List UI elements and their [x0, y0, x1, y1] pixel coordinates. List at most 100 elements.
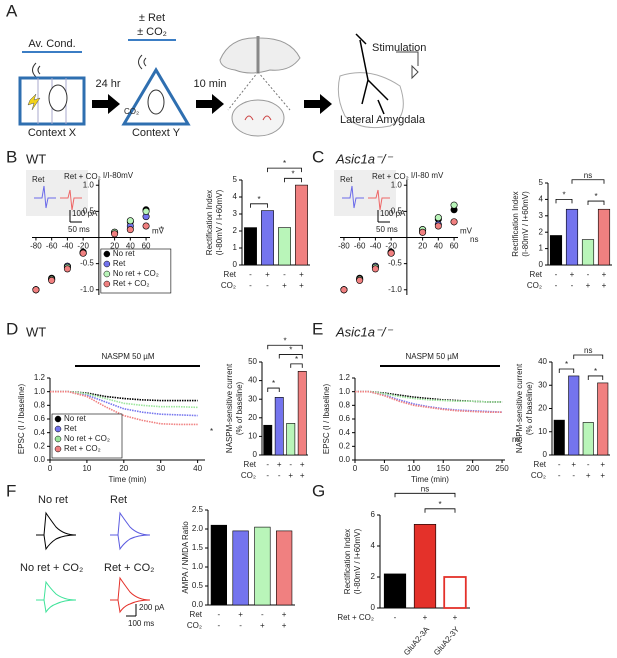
bar [254, 526, 271, 606]
y-tick-label: 0.2 [339, 441, 351, 450]
point [126, 217, 134, 225]
legend-swatch [103, 280, 111, 288]
genotype: Asic1a⁻/⁻ [335, 324, 393, 339]
y-tick-label: 0.6 [34, 414, 46, 423]
x-tick-label: -40 [370, 242, 382, 251]
condition-sign: - [587, 270, 590, 279]
y-tick-label: 1.5 [192, 543, 204, 552]
y-tick-label: 20 [538, 404, 547, 413]
condition-sign: - [555, 270, 558, 279]
bar [295, 184, 308, 266]
y-tick-label: 2.0 [192, 524, 204, 533]
condition-sign: + [571, 460, 576, 469]
bar [413, 523, 437, 609]
condition-sign: - [261, 610, 264, 619]
annotation: * [283, 159, 286, 168]
condition-sign: - [572, 471, 575, 480]
condition-sign: - [249, 270, 252, 279]
y-tick-label: 10 [538, 427, 547, 436]
annotation: * [210, 427, 213, 436]
condition-sign: + [453, 613, 458, 622]
scale-label: 100 ms [128, 619, 154, 628]
bar [297, 370, 307, 456]
condition-name: Ret [244, 460, 257, 469]
x-axis-label: Time (min) [109, 475, 147, 484]
series-line [50, 390, 198, 417]
point [340, 286, 348, 294]
annotation: * [594, 192, 597, 201]
panel-label: G [312, 481, 325, 500]
condition-sign: + [282, 281, 287, 290]
y-axis-label: (% of baseline) [235, 381, 244, 435]
annotation: * [160, 225, 163, 234]
trace-label: Ret + CO₂ [104, 562, 154, 574]
condition-name: Ret [530, 270, 543, 279]
y-tick-label: 2 [371, 572, 376, 581]
y-tick-label: 50 [248, 357, 257, 366]
x-tick-label: 60 [142, 242, 151, 251]
point [79, 249, 87, 257]
point [111, 230, 119, 238]
x-tick-label: 200 [466, 464, 480, 473]
legend-box [100, 248, 172, 294]
bar [275, 530, 293, 606]
y-tick-label: 4 [539, 195, 544, 204]
point [32, 286, 40, 294]
y-tick-label: 5 [539, 178, 544, 187]
bracket [394, 492, 456, 498]
condition-sign: + [299, 281, 304, 290]
y-tick-label: 1.0 [34, 387, 46, 396]
legend-swatch [54, 435, 62, 443]
x-tick-label: 250 [495, 464, 509, 473]
condition-sign: + [282, 621, 287, 630]
trace-label: Ret [110, 494, 127, 506]
annotation: * [594, 367, 597, 376]
x-tick-label: 10 [82, 464, 91, 473]
scale-label: 50 ms [68, 225, 90, 234]
bar-sublabel: GluA2-3A [402, 624, 432, 657]
x-tick-label: -80 [338, 242, 350, 251]
y-tick-label: 0.0 [34, 455, 46, 464]
condition-sign: + [300, 460, 305, 469]
y-axis-label: I/I-80mV [103, 171, 134, 180]
bar [568, 375, 580, 456]
y-axis-label: (I-80mV / I+60mV) [215, 189, 224, 255]
label: Stimulation [372, 42, 426, 54]
legend-swatch [103, 260, 111, 268]
series-line [355, 390, 503, 403]
label: 24 hr [95, 78, 120, 90]
bar [286, 423, 296, 456]
y-tick-label: 0 [253, 450, 258, 459]
point [126, 226, 134, 234]
bar [278, 227, 291, 266]
scale-label: 50 ms [376, 225, 398, 234]
point [434, 214, 442, 222]
y-tick-label: 30 [248, 394, 257, 403]
condition-sign: - [266, 281, 269, 290]
condition-name: CO₂ [531, 471, 546, 480]
condition-sign: + [265, 270, 270, 279]
y-tick-label: 5 [233, 175, 238, 184]
y-axis-label: (I-80mV / I+60mV) [521, 191, 530, 257]
condition-sign: + [277, 460, 282, 469]
annotation: * [289, 346, 292, 355]
y-axis-label: I/I-80 mV [411, 171, 444, 180]
legend-label: No ret [113, 249, 136, 258]
y-tick-label: -0.5 [80, 259, 94, 268]
x-tick-label: 50 [380, 464, 389, 473]
inset-label: Ret + CO₂ [372, 172, 409, 181]
condition-sign: - [266, 471, 269, 480]
bar [244, 227, 257, 266]
annotation: * [562, 191, 565, 200]
legend-swatch [103, 270, 111, 278]
drug-label: NASPM 50 µM [101, 352, 154, 361]
condition-name: Ret [190, 610, 203, 619]
trace-label: No ret + CO₂ [20, 562, 83, 574]
bracket [267, 344, 303, 350]
condition-sign: + [586, 471, 591, 480]
x-tick-label: 20 [119, 464, 128, 473]
legend-box [51, 413, 123, 459]
panel-label: C [312, 147, 324, 166]
y-tick-label: 0.8 [339, 400, 351, 409]
